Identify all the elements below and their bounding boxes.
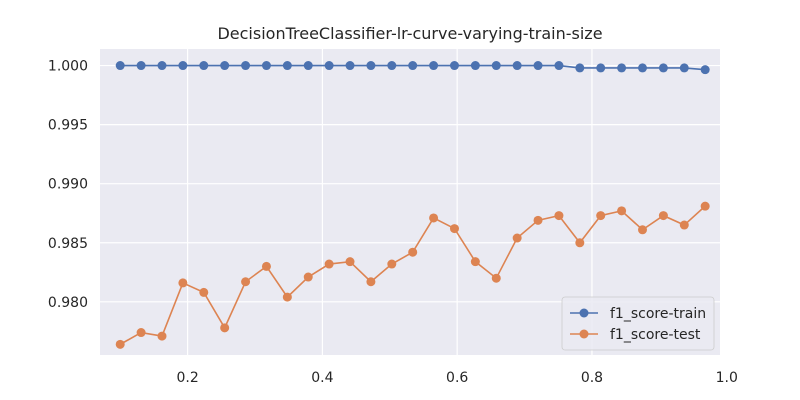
x-tick-label: 0.6 — [446, 370, 468, 386]
legend-label: f1_score-train — [610, 306, 706, 322]
data-point — [596, 63, 606, 73]
data-point — [449, 61, 459, 71]
data-point — [303, 61, 313, 71]
data-point — [596, 211, 606, 221]
data-point — [220, 61, 230, 71]
series-f1_score-test — [115, 201, 710, 349]
data-point — [115, 339, 125, 349]
data-point — [178, 61, 188, 71]
data-point — [512, 61, 522, 71]
data-point — [700, 201, 710, 211]
chart-title: DecisionTreeClassifier-lr-curve-varying-… — [217, 24, 602, 43]
data-point — [658, 211, 668, 221]
data-point — [345, 257, 355, 267]
data-point — [220, 323, 230, 333]
data-point — [617, 63, 627, 73]
y-tick-label: 0.995 — [48, 118, 88, 134]
data-point — [366, 61, 376, 71]
legend-box — [561, 296, 715, 351]
data-point — [679, 63, 689, 73]
data-point — [178, 278, 188, 288]
legend-item: f1_score-train — [570, 306, 706, 322]
data-point — [470, 61, 480, 71]
data-point — [261, 261, 271, 271]
data-point — [324, 61, 334, 71]
data-point — [408, 247, 418, 257]
data-point — [157, 331, 167, 341]
data-point — [136, 61, 146, 71]
data-point — [554, 211, 564, 221]
data-point — [554, 61, 564, 71]
y-tick-label: 0.985 — [48, 236, 88, 252]
data-point — [136, 328, 146, 338]
legend-marker — [579, 329, 589, 339]
data-point — [533, 215, 543, 225]
x-tick-label: 0.2 — [176, 370, 198, 386]
data-point — [658, 63, 668, 73]
data-point — [241, 61, 251, 71]
data-point — [303, 272, 313, 282]
legend: f1_score-train f1_score-test — [561, 296, 715, 351]
y-axis: 0.980 0.985 0.990 0.995 1.000 — [48, 59, 88, 311]
data-point — [449, 224, 459, 234]
data-point — [408, 61, 418, 71]
data-point — [491, 61, 501, 71]
y-tick-label: 0.990 — [48, 177, 88, 193]
x-axis: 0.2 0.4 0.6 0.8 1.0 — [176, 370, 737, 386]
data-point — [241, 277, 251, 287]
data-point — [575, 63, 585, 73]
y-tick-label: 0.980 — [48, 295, 88, 311]
data-point — [512, 233, 522, 243]
data-point — [638, 225, 647, 235]
data-point — [282, 292, 292, 302]
data-point — [387, 61, 397, 71]
legend-label: f1_score-test — [610, 327, 701, 343]
x-tick-label: 1.0 — [716, 370, 738, 386]
data-point — [533, 61, 543, 71]
legend-item: f1_score-test — [570, 327, 701, 343]
series-f1_score-train — [115, 61, 710, 75]
data-point — [387, 259, 397, 269]
data-point — [199, 61, 209, 71]
data-point — [470, 257, 480, 267]
data-point — [638, 63, 647, 73]
legend-marker — [579, 308, 589, 318]
data-point — [324, 259, 334, 269]
data-point — [282, 61, 292, 71]
data-point — [429, 61, 439, 71]
data-point — [700, 65, 710, 75]
x-tick-label: 0.4 — [311, 370, 333, 386]
y-tick-label: 1.000 — [48, 59, 88, 75]
data-point — [345, 61, 355, 71]
data-point — [366, 277, 376, 287]
data-point — [199, 287, 209, 297]
data-point — [617, 206, 627, 216]
data-point — [575, 238, 585, 248]
data-point — [115, 61, 125, 71]
data-point — [429, 213, 439, 223]
data-point — [679, 220, 689, 230]
data-point — [491, 273, 501, 283]
x-tick-label: 0.8 — [581, 370, 603, 386]
series-layer — [115, 61, 710, 349]
data-point — [157, 61, 167, 71]
data-point — [261, 61, 271, 71]
